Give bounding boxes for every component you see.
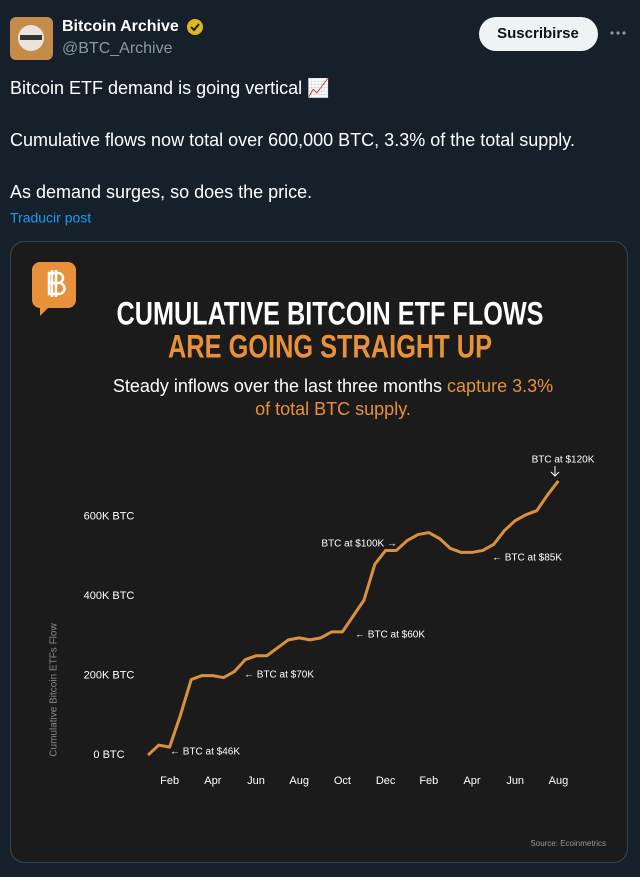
y-tick-label: 0 BTC bbox=[93, 749, 124, 761]
annotation: ← BTC at $85K bbox=[492, 553, 562, 564]
annotation: ← BTC at $70K bbox=[244, 670, 314, 681]
chart-source: Source: Ecoinmetrics bbox=[530, 839, 606, 848]
x-tick-label: Jun bbox=[247, 775, 265, 787]
tweet-text: As demand surges, so does the price. bbox=[10, 182, 312, 202]
tweet-text: Bitcoin ETF demand is going vertical 📈 bbox=[10, 77, 330, 98]
bitcoin-logo bbox=[32, 262, 76, 316]
x-tick-label: Apr bbox=[204, 775, 221, 787]
author-name[interactable]: Bitcoin Archive bbox=[62, 18, 179, 35]
y-axis-label: Cumulative Bitcoin ETFs Flow bbox=[49, 623, 60, 757]
x-tick-label: Jun bbox=[506, 775, 524, 787]
x-tick-label: Feb bbox=[160, 775, 179, 787]
avatar-glasses bbox=[20, 35, 42, 40]
flow-line bbox=[146, 479, 560, 757]
annotation: BTC at $100K → bbox=[321, 539, 397, 550]
x-tick-label: Feb bbox=[419, 775, 438, 787]
verified-check bbox=[190, 23, 200, 32]
x-tick-label: Aug bbox=[289, 775, 309, 787]
translate-link[interactable]: Traducir post bbox=[10, 210, 91, 226]
verified-badge bbox=[187, 19, 203, 35]
subscribe-button[interactable] bbox=[479, 17, 598, 51]
plot: 0 BTC 200K BTC 400K BTC 600K BTC Feb Apr Jun Au… bbox=[84, 455, 595, 787]
x-tick-label: Apr bbox=[463, 775, 480, 787]
bitcoin-logo-mark bbox=[47, 270, 66, 297]
subtitle-highlight: capture 3.3% bbox=[447, 376, 553, 396]
y-tick-label: 400K BTC bbox=[84, 590, 135, 602]
annotation: BTC at $120K bbox=[532, 455, 595, 466]
chart-subtitle: of total BTC supply. bbox=[255, 399, 411, 419]
annotation: ← BTC at $46K bbox=[170, 747, 240, 758]
x-tick-label: Aug bbox=[549, 775, 569, 787]
subtitle-part: Steady inflows over the last three month… bbox=[113, 376, 442, 396]
x-tick-label: Dec bbox=[376, 775, 396, 787]
annotation: ← BTC at $60K bbox=[355, 630, 425, 641]
chart-title: CUMULATIVE BITCOIN ETF FLOWS bbox=[117, 295, 544, 331]
x-tick-label: Oct bbox=[334, 775, 351, 787]
author-handle[interactable]: @BTC_Archive bbox=[62, 40, 173, 57]
chart-title: ARE GOING STRAIGHT UP bbox=[168, 328, 492, 364]
more-menu[interactable] bbox=[610, 31, 626, 35]
chart-card[interactable] bbox=[10, 241, 628, 863]
y-tick-label: 600K BTC bbox=[84, 511, 135, 523]
y-tick-label: 200K BTC bbox=[84, 670, 135, 682]
tweet-text: Cumulative flows now total over 600,000 … bbox=[10, 130, 575, 150]
annotation-arrow bbox=[550, 466, 560, 477]
subscribe-label: Suscribirse bbox=[497, 25, 579, 42]
chart-subtitle: Steady inflows over the last three month… bbox=[113, 376, 553, 396]
